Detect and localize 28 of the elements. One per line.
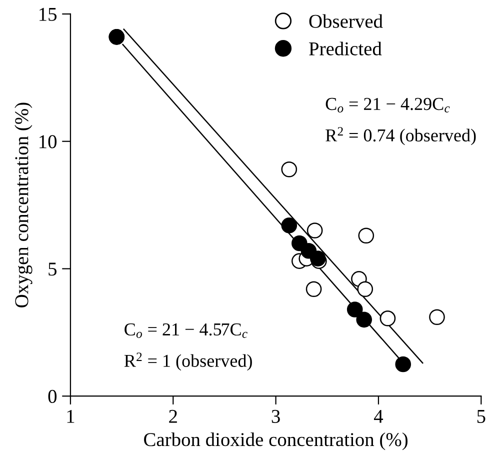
y-tick-label: 0: [48, 390, 57, 404]
legend-label: Observed: [309, 14, 383, 28]
x-axis-title: Carbon dioxide concentration (%): [144, 432, 408, 450]
point: [429, 309, 445, 326]
annotation: C$_{o}$ = 21 − 4.57C$_{c}$: [124, 323, 248, 338]
point: [306, 222, 323, 238]
y-axis-title: Oxygen concentration (%): [14, 102, 32, 308]
legend-label: Predicted: [309, 42, 382, 56]
point: [395, 356, 412, 372]
annotation: R$^{2}$ = 1 (observed): [124, 352, 252, 371]
y-tick-label: 15: [40, 8, 57, 21]
point: [357, 281, 374, 298]
point: [281, 161, 298, 178]
point: [356, 312, 372, 328]
point: [306, 281, 322, 298]
x-tick-label: 4: [374, 410, 384, 423]
point: [358, 228, 374, 244]
x-tick-label: 2: [169, 410, 177, 423]
x-tick-label: 3: [272, 410, 280, 423]
point: [346, 302, 363, 318]
x-tick-label: 5: [477, 410, 486, 423]
y-tick-label: 5: [48, 262, 57, 276]
y-tick-label: 10: [40, 135, 57, 148]
x-tick-label: 1: [67, 410, 74, 423]
point: [281, 218, 298, 234]
annotation: C$_{o}$ = 21 − 4.29C$_{c}$: [326, 98, 450, 112]
point: [380, 310, 396, 326]
annotation: R$^{2}$ = 0.74 (observed): [326, 127, 476, 146]
